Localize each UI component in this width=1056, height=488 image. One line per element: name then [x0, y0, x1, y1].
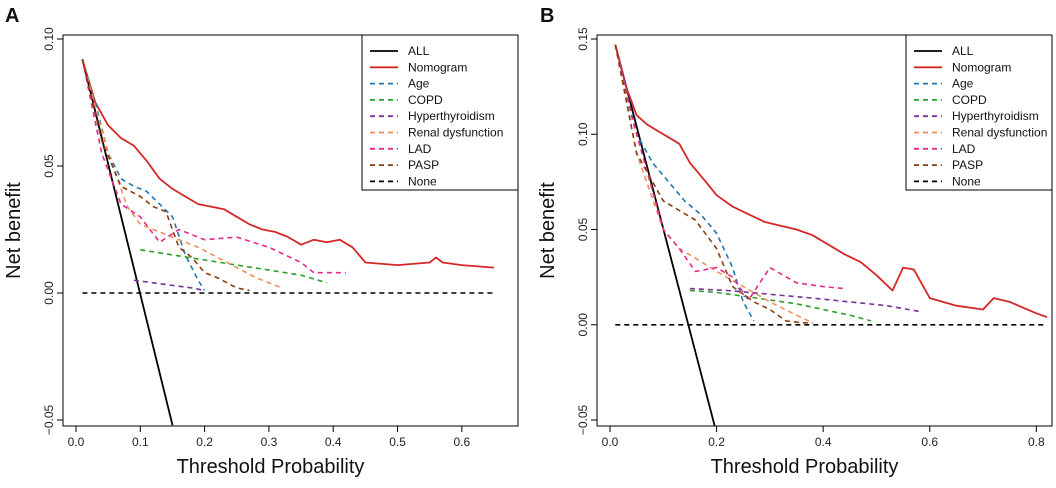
panel-b-y-tick-label: −0.05 [576, 404, 590, 435]
panel-a-legend-label-hyperthyroidism: Hyperthyroidism [408, 109, 495, 123]
panel-b: B −0.05 0.00 0.05 0.10 0.15 0.0 0.2 0.4 0.6 0.8 Thr… [537, 5, 1053, 478]
panel-a-legend-label-renal-dysfunction: Renal dysfunction [408, 126, 503, 140]
panel-b-series-pasp-line [614, 44, 813, 324]
panel-a-legend-label-copd: COPD [408, 93, 443, 107]
panel-a-legend-box [361, 34, 519, 191]
panel-a-y-axis-title: Net benefit [3, 182, 25, 279]
panel-a-legend-label-nomogram: Nomogram [408, 60, 467, 74]
panel-b-series-renal-dysfunction-line [614, 44, 813, 324]
panel-a-y-tick-label: 0.05 [42, 154, 56, 178]
panel-b-series-all-line [614, 44, 716, 426]
panel-a-series-hyperthyroidism-line [133, 279, 205, 292]
panel-a-y-tick-label: 0.10 [42, 27, 56, 51]
panel-a-x-tick-label: 0.5 [389, 435, 406, 449]
panel-a-series-lad-line [81, 59, 347, 274]
panel-b-y-tick-label: 0.10 [576, 122, 590, 146]
panel-a-y-tick-label: 0.00 [42, 281, 56, 305]
panel-b-legend-label-lad: LAD [952, 142, 976, 156]
panel-b-series-copd-line [689, 289, 872, 322]
panel-b-legend: ALL Nomogram Age COPD Hyperthyroidism Renal d… [905, 34, 1053, 191]
panel-a-legend-label-all: ALL [408, 44, 430, 58]
panel-a-series-all-line [81, 59, 174, 426]
panel-b-series-lad-line [614, 44, 845, 301]
panel-a-series-renal-dysfunction-line [81, 59, 283, 289]
panel-b-legend-label-pasp: PASP [952, 158, 983, 172]
panel-a-plot-frame [62, 34, 519, 427]
panel-a-legend: ALL Nomogram Age COPD Hyperthyroidism Renal d… [361, 34, 519, 191]
panel-a-series-pasp-line [81, 59, 250, 292]
panel-a-x-axis-title: Threshold Probability [177, 456, 365, 478]
panel-b-legend-box [905, 34, 1053, 191]
panel-b-legend-label-nomogram: Nomogram [952, 60, 1011, 74]
panel-b-series-hyperthyroidism-line [689, 287, 920, 313]
panel-b-series-nomogram-line [614, 44, 1048, 318]
panel-a-x-tick-label: 0.2 [196, 435, 213, 449]
panel-a-legend-label-lad: LAD [408, 142, 432, 156]
panel-b-x-tick-label: 0.0 [602, 435, 619, 449]
panel-a-x-tick-label: 0.0 [68, 435, 85, 449]
panel-a-y-tick-label: −0.05 [42, 404, 56, 435]
panel-a-x-tick-label: 0.6 [454, 435, 471, 449]
panel-b-legend-label-hyperthyroidism: Hyperthyroidism [952, 109, 1039, 123]
panel-b-x-tick-label: 0.4 [815, 435, 832, 449]
panel-b-legend-label-age: Age [952, 77, 974, 91]
panel-b-x-tick-label: 0.8 [1028, 435, 1045, 449]
panel-a-series-nomogram-line [81, 59, 495, 269]
panel-b-x-tick-label: 0.6 [921, 435, 938, 449]
panel-a-legend-label-pasp: PASP [408, 158, 439, 172]
panel-b-legend-label-copd: COPD [952, 93, 987, 107]
panel-a-legend-label-age: Age [408, 77, 430, 91]
panel-b-series-age-line [614, 44, 755, 322]
panel-b-plot-frame [596, 34, 1053, 427]
panel-a-x-tick-label: 0.3 [261, 435, 278, 449]
panel-a-x-tick-label: 0.4 [325, 435, 342, 449]
panel-b-y-axis-title: Net benefit [537, 182, 559, 279]
panel-b-y-tick-label: 0.05 [576, 217, 590, 241]
panel-a-legend-label-none: None [408, 174, 437, 188]
panel-a-label: A [5, 5, 19, 27]
panel-b-legend-label-all: ALL [952, 44, 974, 58]
panel-b-y-tick-label: 0.15 [576, 27, 590, 51]
panel-a-x-tick-label: 0.1 [132, 435, 149, 449]
panel-b-label: B [540, 5, 554, 27]
panel-b-legend-label-renal-dysfunction: Renal dysfunction [952, 126, 1047, 140]
panel-b-legend-label-none: None [952, 174, 981, 188]
panel-a-series-age-line [81, 59, 206, 291]
panel-b-y-tick-label: 0.00 [576, 313, 590, 337]
panel-a: A −0.05 0.00 0.05 0.10 0.0 0.1 0.2 0.3 0.4 0.5 0.6 T… [3, 5, 519, 478]
panel-b-x-tick-label: 0.2 [708, 435, 725, 449]
panel-a-series-copd-line [140, 249, 328, 284]
panel-b-x-axis-title: Threshold Probability [711, 456, 899, 478]
